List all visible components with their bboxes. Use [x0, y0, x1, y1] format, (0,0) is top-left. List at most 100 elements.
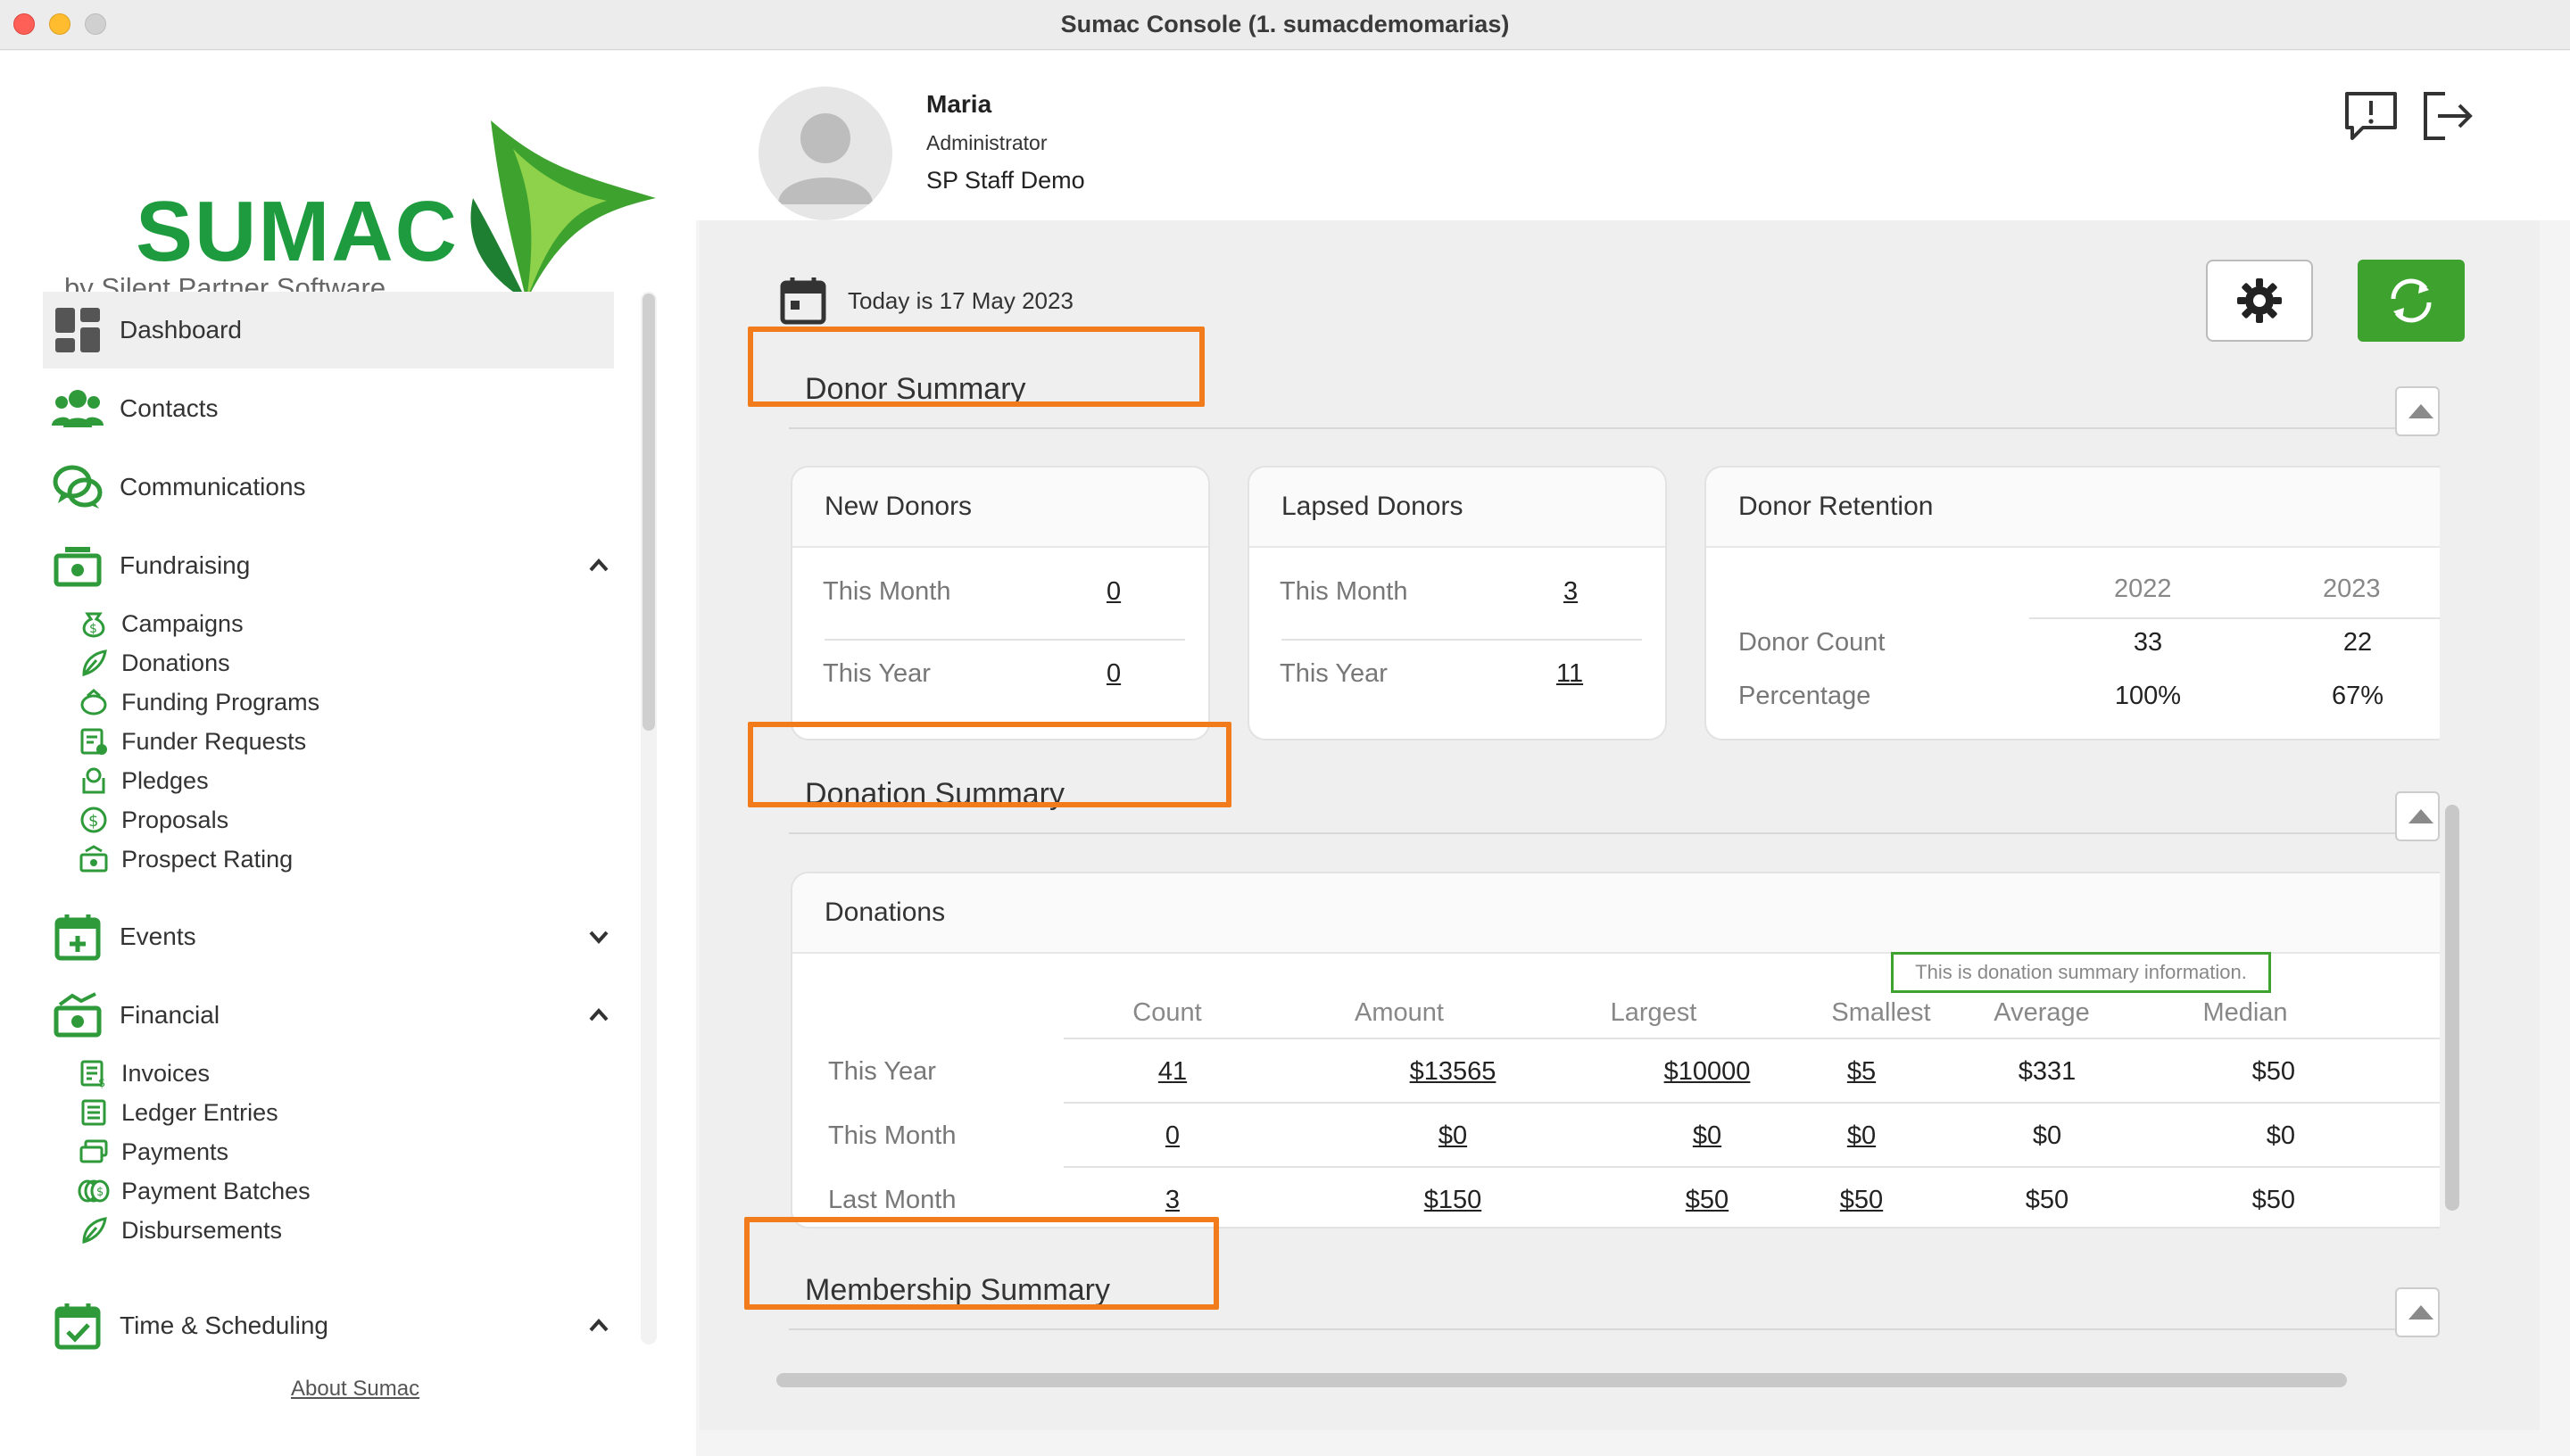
- vertical-scrollbar-thumb[interactable]: [2445, 805, 2459, 1211]
- last-month-amount[interactable]: $150: [1423, 1186, 1482, 1214]
- this-year-count[interactable]: 41: [1157, 1057, 1188, 1086]
- disbursements-icon: [77, 1213, 111, 1247]
- chevron-up-icon[interactable]: [584, 1311, 614, 1341]
- calendar-icon: [780, 277, 826, 325]
- dashboard-icon: [52, 304, 104, 356]
- sidebar-item-label: Dashboard: [120, 316, 242, 343]
- this-month-count[interactable]: 0: [1165, 1121, 1181, 1150]
- row-this-month-label: This Month: [828, 1121, 957, 1150]
- new-donors-card: New Donors This Month 0 This Year 0: [791, 466, 1210, 740]
- svg-text:$: $: [88, 812, 98, 831]
- sidebar-item-dashboard[interactable]: Dashboard: [43, 292, 614, 368]
- sidebar-item-payment-batches[interactable]: $ Payment Batches: [77, 1171, 311, 1211]
- row-divider: [2029, 617, 2440, 619]
- col-median: Median: [2202, 998, 2288, 1027]
- sidebar-item-proposals[interactable]: $ Proposals: [77, 800, 228, 840]
- close-window-button[interactable]: [13, 13, 35, 35]
- this-year-amount[interactable]: $13565: [1409, 1057, 1496, 1086]
- settings-button[interactable]: [2206, 260, 2313, 342]
- sidebar-item-funding-programs[interactable]: Funding Programs: [77, 682, 319, 722]
- sidebar-item-communications[interactable]: Communications: [43, 449, 614, 525]
- dashboard-scroll-area[interactable]: Donor Summary New Donors This Month 0 Th…: [789, 345, 2440, 1358]
- card-title: Donor Retention: [1706, 467, 2440, 548]
- today-indicator: Today is 17 May 2023: [780, 276, 1074, 326]
- minimize-window-button[interactable]: [49, 13, 70, 35]
- horizontal-scrollbar-thumb[interactable]: [776, 1373, 2347, 1387]
- this-month-average: $0: [2032, 1121, 2062, 1150]
- donation-summary-highlight: [748, 722, 1231, 807]
- percentage-2023: 67%: [2331, 682, 2384, 710]
- chevron-up-icon[interactable]: [584, 550, 614, 581]
- sidebar-scrollbar-thumb[interactable]: [642, 294, 655, 731]
- sidebar-item-funder-requests[interactable]: Funder Requests: [77, 722, 306, 761]
- fundraising-icon: [52, 540, 104, 592]
- invoices-icon: $: [77, 1056, 111, 1090]
- sidebar-item-ledger-entries[interactable]: Ledger Entries: [77, 1093, 278, 1132]
- sidebar-item-financial[interactable]: Financial: [43, 977, 614, 1054]
- sidebar-item-payments[interactable]: Payments: [77, 1132, 228, 1171]
- sidebar-item-label: Funding Programs: [121, 688, 320, 716]
- new-donors-this-month-row: This Month 0: [823, 551, 1185, 632]
- sidebar-item-contacts[interactable]: Contacts: [43, 370, 614, 447]
- sidebar-item-time-scheduling[interactable]: Time & Scheduling: [43, 1287, 614, 1364]
- row-divider: [1064, 1102, 2440, 1104]
- col-amount: Amount: [1355, 998, 1444, 1027]
- refresh-button[interactable]: [2358, 260, 2465, 342]
- last-month-median: $50: [2251, 1186, 2295, 1214]
- donor-count-2022: 33: [2133, 628, 2163, 657]
- logo-wordmark: SUMAC: [136, 184, 459, 279]
- section-divider: [789, 427, 2440, 429]
- donation-summary-collapse-button[interactable]: [2395, 791, 2440, 841]
- new-donors-this-year-row: This Year 0: [823, 633, 1185, 714]
- this-month-largest[interactable]: $0: [1692, 1121, 1722, 1150]
- zoom-window-button[interactable]: [85, 13, 106, 35]
- new-donors-this-year-value[interactable]: 0: [1107, 658, 1122, 688]
- this-year-largest[interactable]: $10000: [1663, 1057, 1751, 1086]
- sidebar: SUMAC by Silent Partner Software Dashboa…: [0, 51, 696, 1456]
- sidebar-item-pledges[interactable]: Pledges: [77, 761, 209, 800]
- sidebar-item-label: Payments: [121, 1138, 229, 1165]
- chevron-down-icon[interactable]: [584, 922, 614, 952]
- sidebar-item-invoices[interactable]: $ Invoices: [77, 1054, 210, 1093]
- sidebar-item-label: Time & Scheduling: [120, 1311, 328, 1339]
- chevron-up-icon[interactable]: [584, 1000, 614, 1030]
- avatar[interactable]: [759, 87, 892, 220]
- donation-summary-tooltip: This is donation summary information.: [1891, 952, 2271, 993]
- last-month-largest[interactable]: $50: [1685, 1186, 1729, 1214]
- lapsed-donors-this-month-value[interactable]: 3: [1563, 576, 1579, 606]
- dashboard-main: Today is 17 May 2023 Donor Summary New D…: [700, 220, 2540, 1430]
- membership-summary-title: Membership Summary: [805, 1273, 1110, 1307]
- this-year-median: $50: [2251, 1057, 2295, 1086]
- sidebar-item-disbursements[interactable]: Disbursements: [77, 1211, 282, 1250]
- donor-summary-collapse-button[interactable]: [2395, 386, 2440, 436]
- feedback-icon[interactable]: [2342, 87, 2400, 145]
- this-month-amount[interactable]: $0: [1438, 1121, 1468, 1150]
- sidebar-item-fundraising[interactable]: Fundraising: [43, 527, 614, 604]
- this-month-smallest[interactable]: $0: [1846, 1121, 1877, 1150]
- lapsed-donors-this-year-value[interactable]: 11: [1556, 658, 1584, 688]
- section-divider: [789, 1328, 2440, 1330]
- user-org: SP Staff Demo: [926, 167, 1085, 194]
- membership-summary-collapse-button[interactable]: [2395, 1287, 2440, 1337]
- sidebar-item-prospect-rating[interactable]: Prospect Rating: [77, 840, 293, 879]
- sidebar-item-label: Ledger Entries: [121, 1098, 278, 1126]
- row-divider: [825, 639, 1185, 641]
- sidebar-item-donations[interactable]: Donations: [77, 643, 230, 682]
- sidebar-item-events[interactable]: Events: [43, 898, 614, 975]
- logout-icon[interactable]: [2418, 87, 2477, 145]
- svg-text:$: $: [89, 622, 97, 636]
- user-header: Maria Administrator SP Staff Demo: [696, 51, 2570, 220]
- section-divider: [789, 832, 2440, 834]
- about-sumac-link[interactable]: About Sumac: [291, 1377, 420, 1401]
- sidebar-item-campaigns[interactable]: $ Campaigns: [77, 604, 244, 643]
- sidebar-item-label: Funder Requests: [121, 727, 307, 755]
- new-donors-this-month-value[interactable]: 0: [1107, 576, 1122, 606]
- row-this-year-label: This Year: [828, 1057, 936, 1086]
- sidebar-item-label: Disbursements: [121, 1216, 283, 1244]
- last-month-smallest[interactable]: $50: [1839, 1186, 1884, 1214]
- col-count: Count: [1132, 998, 1202, 1027]
- last-month-count[interactable]: 3: [1165, 1186, 1181, 1214]
- payment-batches-icon: $: [77, 1174, 111, 1208]
- this-year-smallest[interactable]: $5: [1846, 1057, 1877, 1086]
- events-icon: [52, 911, 104, 963]
